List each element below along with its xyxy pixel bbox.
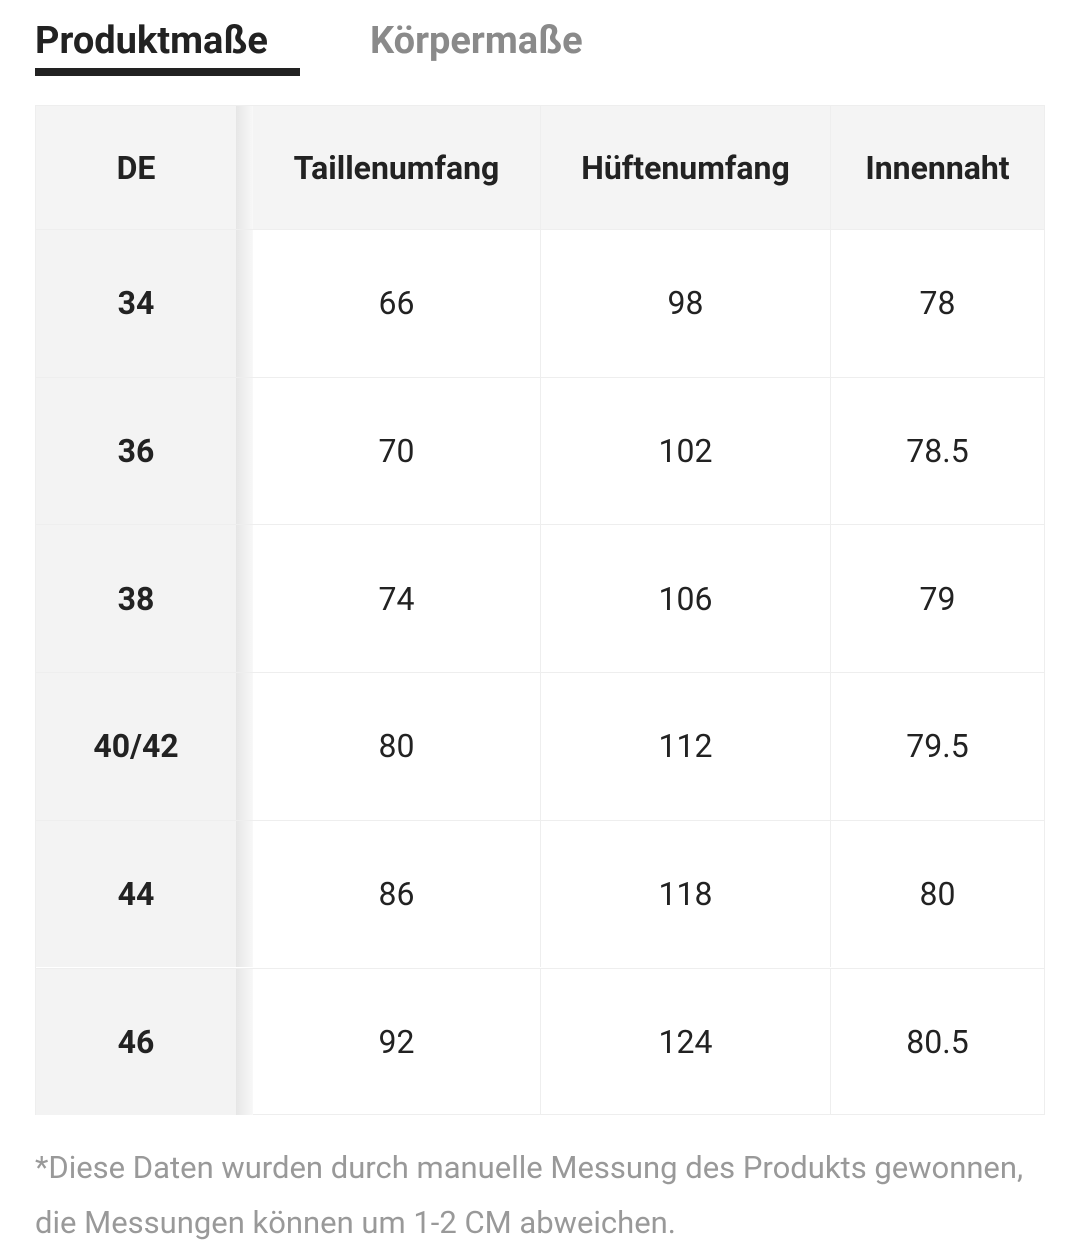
footnote: *Diese Daten wurden durch manuelle Messu… xyxy=(35,1149,1024,1241)
value-cell: 102 xyxy=(540,377,830,525)
header-cell: Innennaht xyxy=(830,106,1044,229)
column-shadow xyxy=(236,106,253,229)
column-shadow xyxy=(236,673,253,820)
value-cell: 106 xyxy=(540,525,830,673)
value-cell: 118 xyxy=(540,820,830,968)
value-cell: 86 xyxy=(378,875,415,914)
table-row: 46 92 124 80.5 xyxy=(36,967,1044,1116)
value-cell: 112 xyxy=(540,673,830,820)
size-cell: 46 xyxy=(36,968,236,1116)
size-cell: 38 xyxy=(36,525,236,673)
value-cell: 74 xyxy=(378,579,415,618)
value-cell: 66 xyxy=(378,284,415,323)
value-cell: 80 xyxy=(830,820,1044,968)
value-cell: 80.5 xyxy=(830,968,1044,1116)
value-cell: 124 xyxy=(540,968,830,1116)
value-cell: 78 xyxy=(830,230,1044,377)
column-shadow xyxy=(236,230,253,377)
value-cell: 79.5 xyxy=(830,673,1044,820)
value-cell: 80 xyxy=(378,727,415,766)
header-cell: Taillenumfang xyxy=(253,106,540,229)
table-row: 34 66 98 78 xyxy=(36,229,1044,377)
table-row: DE Taillenumfang Hüftenumfang Innennaht xyxy=(36,106,1044,229)
value-cell: 79 xyxy=(830,525,1044,673)
header-cell: Hüftenumfang xyxy=(540,106,830,229)
tab-body[interactable]: Körpermaße xyxy=(370,19,583,63)
column-shadow xyxy=(236,968,253,1116)
size-table: DE Taillenumfang Hüftenumfang Innennaht 34 66… xyxy=(35,105,1045,1116)
value-cell: 92 xyxy=(378,1022,415,1061)
column-shadow xyxy=(236,820,253,968)
size-cell: 44 xyxy=(36,820,236,968)
table-row: 40/42 80 112 79.5 xyxy=(36,672,1044,820)
table-row: 36 70 102 78.5 xyxy=(36,376,1044,525)
table-row: 38 74 106 79 xyxy=(36,524,1044,673)
size-cell: 40/42 xyxy=(36,673,236,820)
value-cell: 78.5 xyxy=(830,377,1044,525)
size-cell: 36 xyxy=(36,377,236,525)
value-cell: 70 xyxy=(378,432,415,471)
column-shadow xyxy=(236,377,253,525)
size-cell: 34 xyxy=(36,230,236,377)
column-shadow xyxy=(236,525,253,673)
tab-product[interactable]: Produktmaße xyxy=(35,19,268,63)
value-cell: 98 xyxy=(540,230,830,377)
header-cell: DE xyxy=(36,106,236,229)
table-row: 44 86 118 80 xyxy=(36,819,1044,968)
tab-indicator xyxy=(35,68,300,76)
